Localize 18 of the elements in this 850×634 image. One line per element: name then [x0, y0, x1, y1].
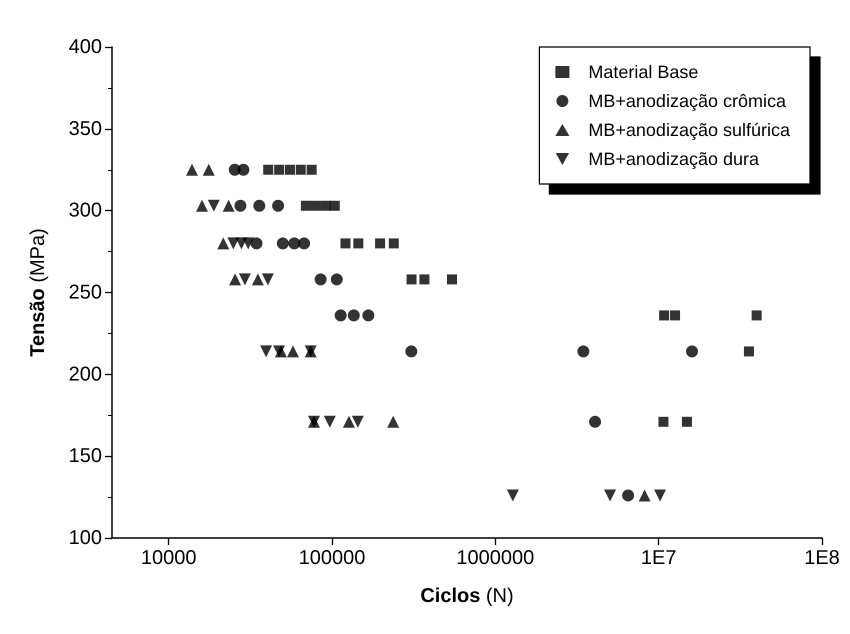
y-tick-label: 400 [68, 36, 102, 58]
y-tick-label: 350 [68, 118, 102, 140]
x-tick-label: 1000000 [456, 547, 534, 569]
y-tick-label: 100 [68, 527, 102, 549]
legend-label: MB+anodização sulfúrica [588, 120, 791, 140]
y-tick-label: 250 [68, 282, 102, 304]
y-tick-label: 300 [68, 200, 102, 222]
x-axis-title: Ciclos (N) [420, 585, 514, 607]
x-tick-label: 1E8 [804, 547, 840, 569]
legend-label: Material Base [588, 62, 698, 82]
y-tick-label: 150 [68, 445, 102, 468]
legend-label: MB+anodização dura [588, 149, 760, 169]
x-tick-label: 100000 [298, 547, 366, 569]
x-tick-label: 1E7 [640, 547, 676, 569]
legend-label: MB+anodização crômica [588, 91, 787, 111]
y-axis-title: Tensão (MPa) [27, 228, 49, 357]
x-tick-label: 10000 [140, 547, 196, 569]
y-tick-label: 200 [68, 363, 102, 386]
